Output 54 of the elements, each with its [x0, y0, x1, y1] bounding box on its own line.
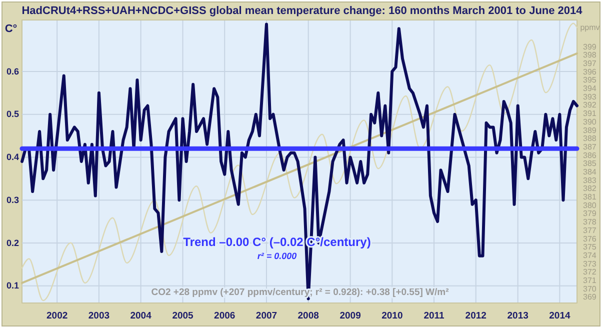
y2-tick-label: 381	[583, 192, 597, 202]
x-tick-label: 2012	[465, 310, 486, 322]
x-tick-label: 2004	[130, 310, 152, 322]
x-tick-label: 2002	[46, 310, 68, 322]
y-tick-label: 0.4	[6, 152, 19, 162]
x-tick-label: 2006	[214, 310, 236, 322]
annotation: r² = 0.000	[257, 251, 297, 261]
y2-tick-label: 394	[583, 84, 597, 94]
y2-tick-label: 399	[583, 42, 597, 52]
x-tick-label: 2007	[256, 310, 278, 322]
y2-tick-label: 383	[583, 176, 597, 185]
y2-tick-label: 385	[583, 159, 597, 168]
y2-tick-label: 396	[583, 67, 597, 76]
y2-tick-label: 369	[583, 292, 597, 302]
y-tick-label: 0.5	[6, 109, 19, 120]
x-tick-label: 2005	[172, 310, 194, 322]
y2-tick-label: 373	[583, 259, 597, 268]
y2-tick-label: 380	[583, 200, 597, 210]
y2-tick-label: 375	[583, 242, 597, 252]
y2-tick-label: 389	[583, 126, 597, 135]
y2-tick-label: 386	[583, 150, 597, 160]
y2-tick-label: 384	[583, 167, 597, 176]
y2-tick-label: 395	[583, 76, 597, 85]
x-tick-label: 2011	[424, 310, 446, 322]
y2-tick-label: 378	[583, 218, 597, 227]
x-tick-label: 2008	[298, 310, 319, 322]
y2-tick-label: 379	[583, 209, 597, 218]
y2-tick-label: 370	[583, 284, 597, 294]
y2-tick-label: 388	[583, 134, 597, 144]
y2-tick-label: 390	[583, 117, 597, 126]
y2-axis-title: ppmv	[580, 23, 600, 32]
y2-tick-label: 397	[583, 58, 597, 68]
x-tick-label: 2009	[340, 310, 361, 322]
x-tick-label: 2013	[507, 310, 528, 322]
y2-tick-label: 371	[583, 276, 597, 286]
y-tick-label: 0.2	[6, 238, 19, 248]
y2-tick-label: 398	[583, 50, 597, 60]
chart-title: HadCRUt4+RSS+UAH+NCDC+GISS global mean temperature change: 160 months March 2001 to June 2014	[22, 5, 584, 17]
x-tick-label: 2003	[88, 310, 110, 322]
x-tick-label: 2014	[549, 310, 571, 322]
y-tick-label: 0.6	[6, 66, 19, 76]
x-tick-label: 2010	[382, 310, 403, 322]
y2-tick-label: 377	[583, 226, 597, 235]
y2-tick-label: 374	[583, 250, 597, 260]
y2-tick-label: 391	[583, 109, 597, 118]
y-tick-label: 0.3	[6, 194, 19, 205]
y2-tick-label: 387	[583, 142, 597, 152]
y2-tick-label: 382	[583, 184, 597, 194]
y2-tick-label: 393	[583, 92, 597, 102]
y-tick-label: 0.1	[6, 280, 19, 291]
y2-tick-label: 376	[583, 234, 597, 244]
y2-tick-label: 392	[583, 100, 597, 110]
y2-tick-label: 372	[583, 268, 597, 277]
y-axis-title: C°	[4, 23, 18, 35]
